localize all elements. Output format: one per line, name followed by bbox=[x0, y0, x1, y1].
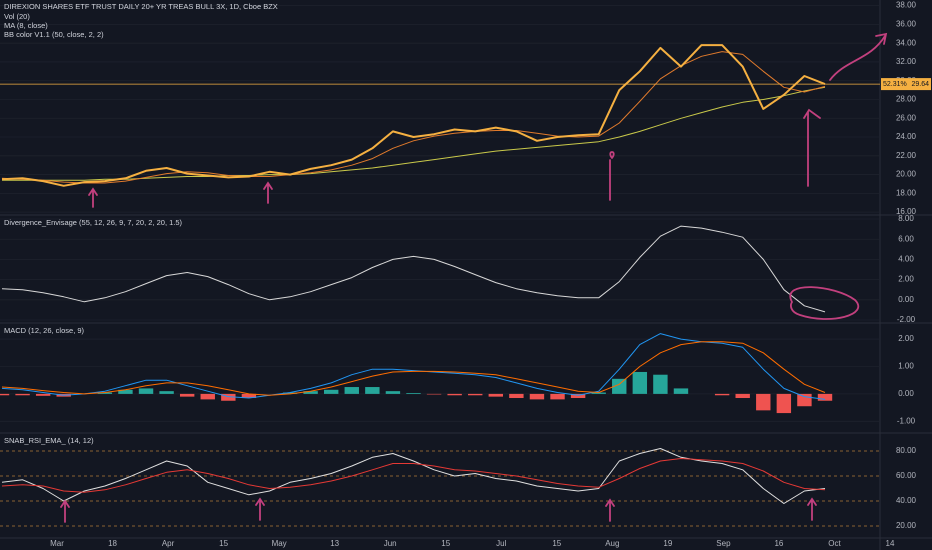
y-tick-label: 2.00 bbox=[898, 334, 914, 343]
panel-title: MACD (12, 26, close, 9) bbox=[4, 326, 85, 335]
y-tick-label: 26.00 bbox=[896, 113, 917, 122]
histogram-bar bbox=[797, 393, 812, 407]
y-tick-label: 36.00 bbox=[896, 20, 917, 29]
x-tick-label: 15 bbox=[219, 539, 228, 548]
panel-title: Divergence_Envisage (55, 12, 26, 9, 7, 2… bbox=[4, 218, 183, 227]
y-tick-label: 0.00 bbox=[898, 295, 914, 304]
histogram-bar bbox=[529, 393, 545, 400]
panel-subtitle: BB color V1.1 (50, close, 2, 2) bbox=[4, 30, 104, 39]
histogram-bar bbox=[570, 393, 586, 399]
histogram-bar bbox=[488, 393, 504, 397]
y-tick-label: 80.00 bbox=[896, 446, 917, 455]
histogram-bar bbox=[426, 393, 442, 395]
x-tick-label: 15 bbox=[552, 539, 561, 548]
histogram-bar bbox=[282, 392, 298, 394]
panel-title: SNAB_RSI_EMA_ (14, 12) bbox=[4, 436, 94, 445]
histogram-bar bbox=[776, 393, 792, 414]
x-tick-label: May bbox=[272, 539, 287, 548]
y-tick-label: 0.00 bbox=[898, 389, 914, 398]
panel-subtitle: Vol (20) bbox=[4, 12, 30, 21]
y-tick-label: 28.00 bbox=[896, 95, 917, 104]
histogram-bar bbox=[756, 393, 771, 411]
x-tick-label: 15 bbox=[441, 539, 450, 548]
x-tick-label: 14 bbox=[886, 539, 895, 548]
series-line bbox=[1, 44, 826, 187]
panel-title: DIREXION SHARES ETF TRUST DAILY 20+ YR T… bbox=[4, 2, 278, 11]
y-tick-label: 32.00 bbox=[896, 57, 917, 66]
y-tick-label: 2.00 bbox=[898, 275, 914, 284]
histogram-bar bbox=[385, 391, 401, 394]
histogram-bar bbox=[118, 389, 133, 394]
histogram-bar bbox=[550, 393, 565, 400]
change-label: 52.31% bbox=[883, 81, 907, 88]
histogram-bar bbox=[714, 393, 730, 396]
series-line bbox=[1, 458, 826, 493]
last-price-box bbox=[881, 78, 931, 91]
histogram-bar bbox=[673, 388, 689, 394]
histogram-bar bbox=[97, 392, 113, 394]
x-tick-label: Mar bbox=[50, 539, 64, 548]
y-tick-label: 18.00 bbox=[896, 188, 917, 197]
histogram-bar bbox=[591, 392, 606, 394]
histogram-bar bbox=[35, 393, 51, 396]
panel-subtitle: MA (8, close) bbox=[4, 21, 48, 30]
series-line bbox=[1, 341, 826, 396]
y-tick-label: 6.00 bbox=[898, 234, 914, 243]
x-tick-label: Apr bbox=[162, 539, 175, 548]
series-line bbox=[1, 333, 826, 400]
y-tick-label: -1.00 bbox=[897, 416, 916, 425]
histogram-bar bbox=[200, 393, 215, 400]
y-tick-label: 1.00 bbox=[898, 362, 914, 371]
histogram-bar bbox=[241, 393, 257, 399]
y-tick-label: 4.00 bbox=[898, 255, 914, 264]
histogram-bar bbox=[612, 378, 627, 394]
last-price-label: 29.64 bbox=[911, 81, 929, 88]
histogram-bar bbox=[365, 387, 380, 394]
histogram-bar bbox=[344, 387, 359, 394]
series-line bbox=[1, 51, 826, 184]
x-tick-label: 18 bbox=[108, 539, 117, 548]
histogram-bar bbox=[323, 389, 339, 394]
histogram-bar bbox=[179, 393, 195, 397]
histogram-bar bbox=[468, 393, 483, 396]
histogram-bar bbox=[221, 393, 236, 401]
x-tick-label: 19 bbox=[663, 539, 672, 548]
histogram-bar bbox=[817, 393, 833, 401]
histogram-bar bbox=[653, 374, 668, 394]
x-tick-label: 16 bbox=[774, 539, 783, 548]
y-tick-label: 60.00 bbox=[896, 471, 917, 480]
y-tick-label: 16.00 bbox=[896, 207, 917, 216]
histogram-bar bbox=[447, 393, 462, 396]
x-tick-label: Sep bbox=[716, 539, 731, 548]
x-tick-label: Aug bbox=[605, 539, 619, 548]
y-tick-label: 38.00 bbox=[896, 1, 917, 10]
histogram-bar bbox=[632, 371, 648, 394]
y-tick-label: 20.00 bbox=[896, 170, 917, 179]
y-tick-label: -2.00 bbox=[897, 315, 916, 324]
histogram-bar bbox=[0, 393, 10, 396]
histogram-bar bbox=[735, 393, 750, 399]
annotations bbox=[60, 32, 888, 523]
y-tick-label: 22.00 bbox=[896, 151, 917, 160]
histogram-bar bbox=[15, 393, 30, 396]
histogram-bar bbox=[159, 391, 174, 394]
series-line bbox=[1, 225, 826, 313]
histogram-bar bbox=[303, 391, 318, 394]
y-tick-label: 40.00 bbox=[896, 496, 917, 505]
histogram-bar bbox=[509, 393, 524, 399]
histogram-bar bbox=[406, 393, 421, 394]
y-tick-label: 20.00 bbox=[896, 521, 917, 530]
x-tick-label: Oct bbox=[828, 539, 841, 548]
histogram-bar bbox=[138, 388, 154, 394]
x-tick-label: Jun bbox=[384, 539, 397, 548]
y-tick-label: 8.00 bbox=[898, 214, 914, 223]
x-tick-label: 13 bbox=[330, 539, 339, 548]
y-tick-label: 24.00 bbox=[896, 132, 917, 141]
y-tick-label: 34.00 bbox=[896, 38, 917, 47]
x-tick-label: Jul bbox=[496, 539, 506, 548]
